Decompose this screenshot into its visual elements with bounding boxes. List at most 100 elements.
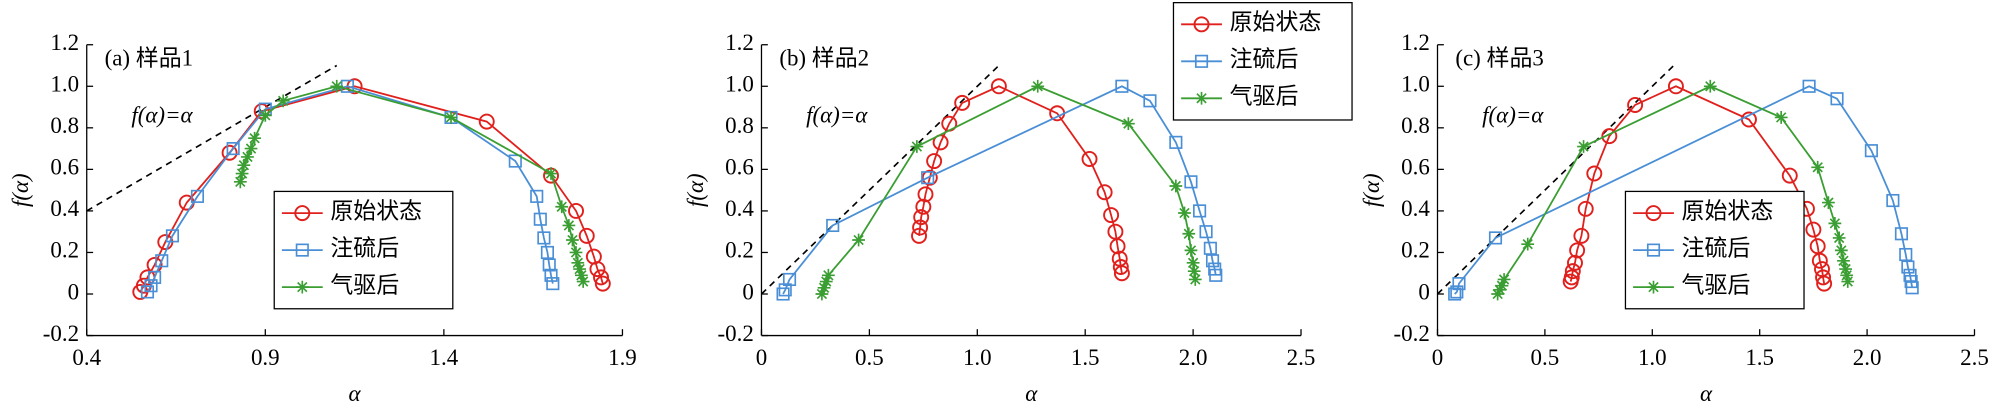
marker [1646,243,1661,257]
marker [1864,144,1878,158]
series-line [918,85,1123,274]
x-axis-label: α [1700,381,1713,406]
x-tick-label: 0.5 [855,345,884,370]
marker [594,275,611,292]
marker [1822,196,1835,209]
marker [782,272,797,287]
marker [912,219,929,236]
y-tick-label: 1.0 [725,72,754,97]
marker [544,167,558,180]
y-axis-label: f(α) [683,173,708,207]
marker [913,209,930,226]
marker [911,227,927,244]
marker [1497,273,1511,286]
marker [1703,79,1717,93]
x-tick-label: 0 [756,345,767,370]
y-tick-label: 0.4 [1401,196,1430,221]
marker [1667,78,1684,95]
marker [237,158,251,172]
marker [921,169,938,186]
reference-label: f(α)=α [806,103,868,128]
legend-label: 注硫后 [1682,235,1751,260]
marker [226,142,240,156]
marker [1143,94,1157,108]
y-tick-label: -0.2 [1394,321,1430,346]
x-tick-label: 1.9 [608,345,637,370]
marker [1566,254,1583,271]
x-tick-label: 0.5 [1531,345,1560,370]
marker [544,268,558,282]
marker [1521,237,1535,251]
marker [1493,283,1507,297]
y-axis-label: f(α) [1359,173,1384,207]
marker [1182,227,1196,241]
marker [1832,231,1846,245]
y-tick-label: 0.6 [725,155,754,180]
marker [1577,140,1590,153]
marker [1109,238,1126,255]
marker [910,140,924,153]
marker [478,113,495,130]
reference-line [760,64,1000,295]
y-tick-label: -0.2 [43,321,79,346]
legend-label: 原始状态 [1682,198,1774,223]
marker [530,189,544,203]
x-axis-label: α [349,381,362,406]
marker [1802,79,1816,93]
marker [1203,241,1217,255]
legend-label: 气驱后 [330,272,399,297]
marker [1894,227,1909,241]
marker [593,269,609,286]
y-tick-label: 0 [1418,279,1429,304]
marker [921,171,935,185]
y-tick-label: 1.0 [1401,72,1430,97]
marker [568,202,584,219]
marker [508,154,522,168]
x-tick-label: 1.5 [1745,345,1774,370]
marker [566,233,579,247]
marker [1195,91,1208,105]
marker [826,218,840,233]
y-axis-label: f(α) [8,173,33,207]
marker [1121,117,1135,131]
marker [1188,273,1202,286]
marker [221,144,238,161]
marker [1905,281,1919,295]
marker [1115,79,1129,93]
marker [1184,175,1198,189]
y-tick-label: 1.2 [50,30,79,55]
x-tick-label: 2.5 [1960,345,1989,370]
x-tick-label: 1.0 [963,345,992,370]
x-tick-label: 2.0 [1179,345,1208,370]
marker [1096,184,1113,201]
marker [295,280,309,294]
marker [1564,263,1581,280]
marker [1169,135,1183,149]
x-tick-label: 2.0 [1853,345,1882,370]
x-tick-label: 0 [1432,345,1443,370]
marker [1627,97,1644,113]
marker [815,287,829,301]
marker [569,246,583,259]
marker [190,189,205,203]
marker [537,231,551,245]
marker [1193,16,1210,33]
marker [233,175,247,189]
x-tick-label: 0.9 [251,345,280,370]
x-tick-label: 1.5 [1071,345,1100,370]
marker [822,268,835,282]
legend-label: 注硫后 [330,235,399,260]
y-tick-label: 0.4 [725,196,754,221]
legend-label: 气驱后 [1682,272,1751,297]
marker [1899,247,1913,262]
marker [1816,275,1833,292]
marker [1205,254,1220,268]
reference-line [86,64,338,212]
marker [1448,287,1462,301]
marker [555,200,569,214]
marker [1169,179,1183,193]
marker [1450,285,1464,299]
marker [817,281,831,295]
marker [562,219,576,232]
series-line [1569,85,1826,284]
